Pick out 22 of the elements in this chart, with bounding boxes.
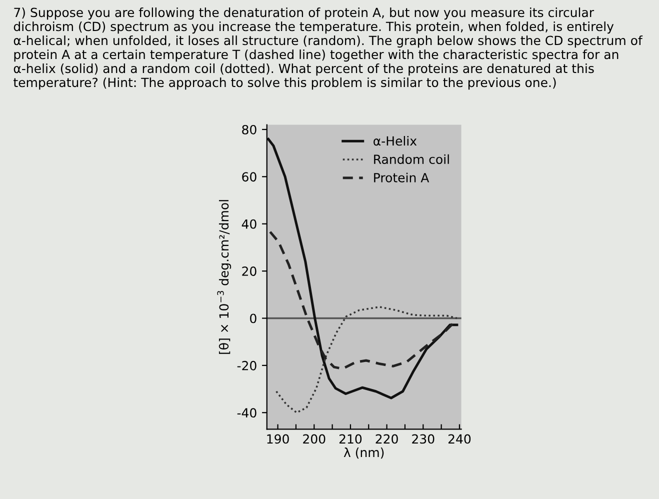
- y-tick-label: 60: [242, 172, 256, 182]
- y-tick-label: 40: [242, 219, 256, 229]
- chart-title: 7) Suppose you are following the denaturation of protein A, but now you measure its circular dichroism (CD) spectrum as you increase the temperature. This protein, when folded, is entirely α-helical; when unfolded, it loses all structure (random). The graph below shows the CD spectrum of protein A at a certain temperature T (dashed line) together with the characteristic spectra for an α-helix (solid) and a random coil (dotted). What percent of the proteins are denatured at this temperature? (Hint: The approach to solve this problem is similar to the previous one.): [14, 7, 643, 90]
- y-tick-label: 20: [242, 266, 256, 276]
- x-axis-title: λ (nm): [344, 447, 384, 459]
- legend-label: Random coil: [374, 154, 449, 164]
- x-tick-label: 190: [267, 434, 289, 444]
- line-series: [275, 306, 458, 414]
- y-tick-label: -20: [237, 360, 256, 370]
- y-tick-label: -40: [237, 408, 256, 418]
- x-tick-label: 240: [448, 434, 471, 444]
- y-tick-label: 0: [250, 314, 256, 324]
- line-series: [268, 230, 455, 370]
- x-tick-label: 210: [339, 434, 362, 444]
- x-tick-label: 200: [303, 434, 326, 444]
- y-tick-label: 80: [242, 124, 256, 134]
- legend-label: Protein A: [374, 172, 430, 182]
- x-tick-label: 230: [412, 434, 434, 444]
- x-tick-label: 220: [376, 434, 398, 444]
- legend-label: α-Helix: [374, 136, 417, 146]
- line-series: [267, 138, 458, 400]
- y-axis-title: [θ] × 10$^{−3}$ deg.cm²/dmol: [217, 200, 232, 354]
